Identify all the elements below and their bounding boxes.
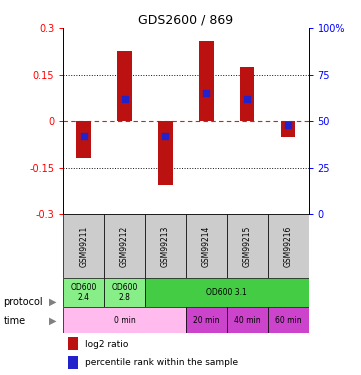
Bar xyxy=(240,67,255,121)
Text: 0 min: 0 min xyxy=(114,316,135,325)
Text: 40 min: 40 min xyxy=(234,316,261,325)
Text: time: time xyxy=(4,316,26,326)
Text: GSM99214: GSM99214 xyxy=(202,225,211,267)
Bar xyxy=(77,121,91,158)
Bar xyxy=(186,214,227,278)
Title: GDS2600 / 869: GDS2600 / 869 xyxy=(138,14,234,27)
Bar xyxy=(268,214,309,278)
Text: percentile rank within the sample: percentile rank within the sample xyxy=(85,358,238,368)
Text: GSM99211: GSM99211 xyxy=(79,226,88,267)
Bar xyxy=(117,51,132,121)
Text: 60 min: 60 min xyxy=(275,316,301,325)
Text: OD600
2.8: OD600 2.8 xyxy=(111,283,138,303)
Bar xyxy=(281,121,295,136)
Bar xyxy=(63,278,104,307)
Bar xyxy=(68,356,78,369)
Text: OD600
2.4: OD600 2.4 xyxy=(70,283,97,303)
Bar xyxy=(186,307,227,333)
Bar xyxy=(145,214,186,278)
Text: ▶: ▶ xyxy=(49,316,56,326)
Bar xyxy=(158,121,173,185)
Bar xyxy=(63,307,186,333)
Bar xyxy=(104,214,145,278)
Text: GSM99215: GSM99215 xyxy=(243,225,252,267)
Bar xyxy=(63,214,104,278)
Text: GSM99212: GSM99212 xyxy=(120,226,129,267)
Text: protocol: protocol xyxy=(4,297,43,307)
Text: GSM99216: GSM99216 xyxy=(284,225,293,267)
Bar xyxy=(227,214,268,278)
Bar xyxy=(227,307,268,333)
Text: 20 min: 20 min xyxy=(193,316,219,325)
Bar xyxy=(268,307,309,333)
Text: log2 ratio: log2 ratio xyxy=(85,339,129,348)
Text: GSM99213: GSM99213 xyxy=(161,225,170,267)
Text: ▶: ▶ xyxy=(49,297,56,307)
Bar xyxy=(104,278,145,307)
Bar xyxy=(145,278,309,307)
Bar xyxy=(199,40,214,121)
Text: OD600 3.1: OD600 3.1 xyxy=(206,288,247,297)
Bar xyxy=(68,337,78,351)
